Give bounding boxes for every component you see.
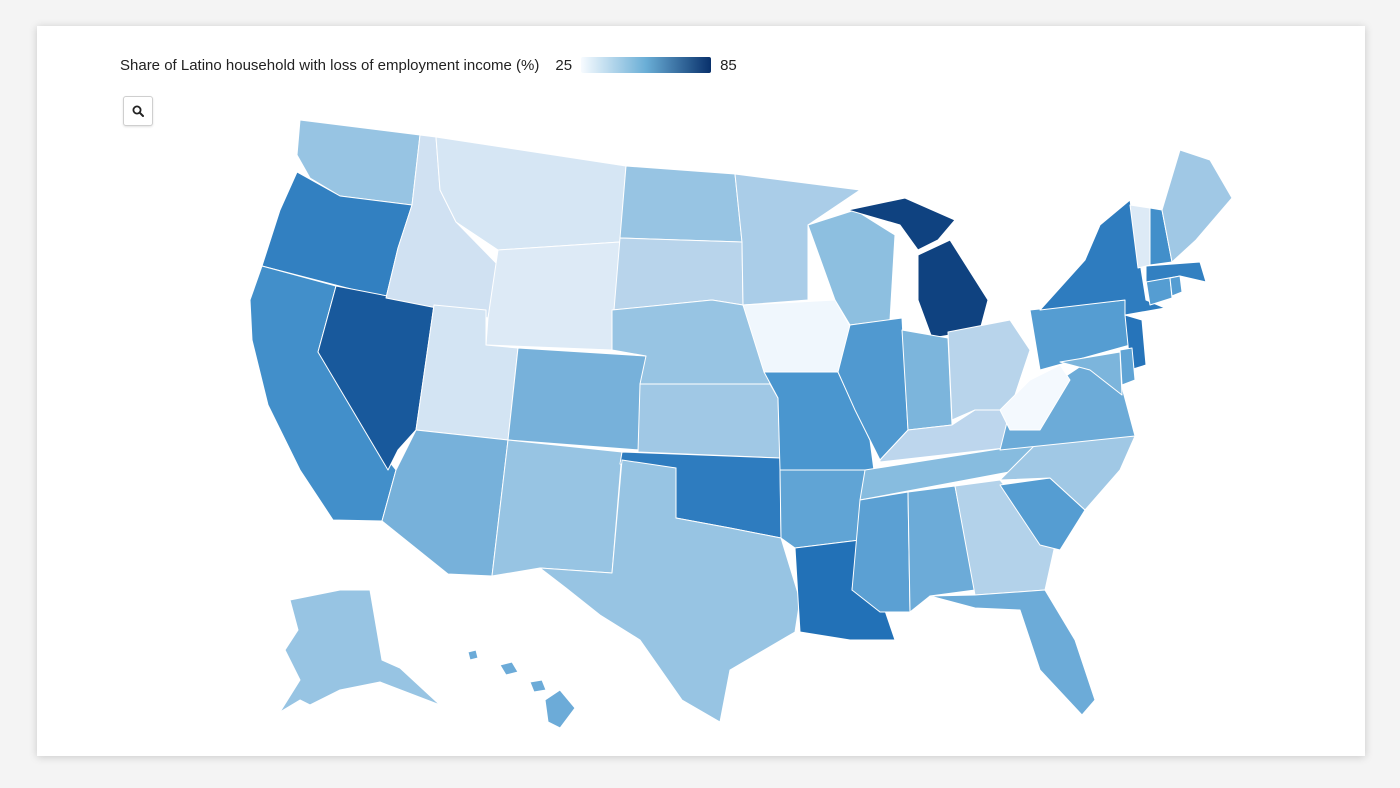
state-az[interactable] [381, 429, 509, 577]
state-ak[interactable] [279, 589, 441, 713]
legend-min-label: 25 [555, 56, 573, 74]
legend-title: Share of Latino household with loss of e… [120, 56, 540, 74]
state-ks[interactable] [637, 383, 781, 459]
state-md[interactable] [1059, 351, 1123, 396]
state-al[interactable] [907, 485, 976, 613]
state-ga[interactable] [954, 479, 1056, 596]
zoom-button[interactable] [123, 96, 153, 126]
legend-max-label: 85 [720, 56, 737, 74]
state-wv[interactable] [999, 364, 1071, 431]
state-nm[interactable] [491, 439, 623, 577]
state-in[interactable] [901, 329, 953, 431]
state-de[interactable] [1119, 347, 1136, 386]
state-ms[interactable] [851, 491, 911, 613]
state-wy[interactable] [485, 241, 621, 351]
state-me[interactable] [1161, 149, 1233, 263]
legend-color-ramp [581, 57, 712, 73]
state-sc[interactable] [999, 477, 1086, 551]
state-ma[interactable] [1145, 261, 1207, 283]
state-sd[interactable] [613, 237, 744, 311]
color-legend: Share of Latino household with loss of e… [120, 52, 737, 78]
state-ct[interactable] [1145, 277, 1173, 306]
state-co[interactable] [507, 347, 647, 451]
search-icon [132, 105, 144, 117]
state-fl[interactable] [929, 589, 1096, 716]
state-mn[interactable] [734, 173, 861, 306]
state-tx[interactable] [539, 459, 801, 723]
state-nd[interactable] [619, 165, 743, 243]
state-hi[interactable] [467, 649, 576, 729]
state-ri[interactable] [1169, 275, 1183, 297]
